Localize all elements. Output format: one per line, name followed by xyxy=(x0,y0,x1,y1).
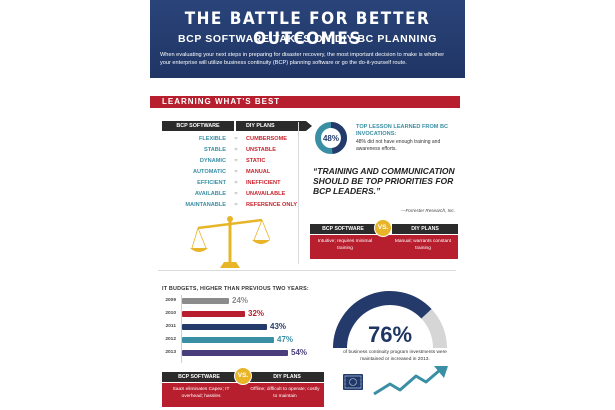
budget-value-label: 47% xyxy=(277,335,294,344)
versus-symbol: = xyxy=(234,147,238,153)
investment-percent: 76% xyxy=(367,322,413,347)
diy-quality: REFERENCE ONLY xyxy=(246,202,298,208)
training-percent-label: 48% xyxy=(323,134,339,143)
training-vs-left-text: Intuitive; requires minimal training xyxy=(317,239,373,251)
training-vs-right-header: DIY PLANS xyxy=(392,224,458,234)
budgets-title: IT BUDGETS, HIGHER THAN PREVIOUS TWO YEA… xyxy=(162,286,309,292)
diy-quality: CUMBERSOME xyxy=(246,136,288,142)
budget-bar xyxy=(182,324,267,330)
column-divider xyxy=(298,122,299,264)
comparison-row: STABLE = UNSTABLE xyxy=(162,145,322,155)
comparison-row: AUTOMATIC = MANUAL xyxy=(162,167,322,177)
versus-symbol: = xyxy=(234,180,238,186)
training-percent-donut: 48% xyxy=(315,122,347,154)
comparison-row: DYNAMIC = STATIC xyxy=(162,156,322,166)
bcp-quality: AUTOMATIC xyxy=(192,169,226,175)
budget-bar xyxy=(182,298,229,304)
diy-quality: INEFFICIENT xyxy=(246,180,281,186)
lesson-title: TOP LESSON LEARNED FROM BC INVOCATIONS: xyxy=(356,124,449,137)
investment-gauge xyxy=(333,291,447,349)
budget-value-label: 54% xyxy=(291,348,308,357)
training-vs-right-text: Manual; warrants constant training xyxy=(394,239,452,251)
budget-bar xyxy=(182,311,245,317)
comparison-row: FLEXIBLE = CUMBERSOME xyxy=(162,134,322,144)
budget-value-label: 24% xyxy=(232,296,249,305)
versus-symbol: = xyxy=(234,169,238,175)
cost-vs-right-text: Offline; difficult to operate; costly to… xyxy=(250,387,320,399)
cost-vs-right-header: DIY PLANS xyxy=(250,372,324,382)
training-vs-left-header: BCP SOFTWARE xyxy=(310,224,376,234)
budget-year: 2012 xyxy=(165,337,176,342)
trend-arrow-icon xyxy=(373,366,448,396)
comparison-right-header: DIY PLANS xyxy=(236,121,306,131)
section-banner-tip xyxy=(448,96,458,108)
comparison-row: EFFICIENT = INEFFICIENT xyxy=(162,178,322,188)
scale-icon xyxy=(190,216,270,268)
bcp-quality: DYNAMIC xyxy=(199,158,226,164)
bcp-quality: AVAILABLE xyxy=(194,191,226,197)
budget-value-label: 32% xyxy=(248,309,265,318)
training-vs-body: Intuitive; requires minimal training Man… xyxy=(310,235,458,259)
section-banner: LEARNING WHAT'S BEST xyxy=(150,96,460,108)
training-vs-badge: VS. xyxy=(374,219,392,237)
cost-vs-left-text: SaaS eliminates Capex; IT overhead; hass… xyxy=(172,387,230,399)
bcp-quality: MAINTANABLE xyxy=(185,202,226,208)
budget-year: 2013 xyxy=(165,350,176,355)
budget-value-label: 43% xyxy=(270,322,287,331)
versus-symbol: = xyxy=(234,191,238,197)
budget-year: 2009 xyxy=(165,298,176,303)
infographic: THE BATTLE FOR BETTER OUTCOMES BCP SOFTW… xyxy=(150,0,465,410)
section-title: LEARNING WHAT'S BEST xyxy=(162,97,281,106)
diy-quality: UNAVAILABLE xyxy=(246,191,286,197)
comparison-left-header: BCP SOFTWARE xyxy=(162,121,234,131)
quote-text: “TRAINING AND COMMUNICATION SHOULD BE TO… xyxy=(313,166,455,196)
budget-year: 2010 xyxy=(165,311,176,316)
budget-bar xyxy=(182,337,274,343)
comparison-header-tip xyxy=(306,121,312,131)
header: THE BATTLE FOR BETTER OUTCOMES BCP SOFTW… xyxy=(150,0,465,78)
comparison-row: MAINTANABLE = REFERENCE ONLY xyxy=(162,200,322,210)
cost-vs-left-header: BCP SOFTWARE xyxy=(162,372,236,382)
bcp-quality: STABLE xyxy=(204,147,226,153)
bcp-quality: FLEXIBLE xyxy=(198,136,226,142)
lesson-body: 48% did not have enough training and awa… xyxy=(356,139,441,152)
budget-bar xyxy=(182,350,288,356)
versus-symbol: = xyxy=(234,158,238,164)
section-divider xyxy=(158,270,456,271)
main-title: THE BATTLE FOR BETTER OUTCOMES xyxy=(184,9,431,49)
cost-vs-body: SaaS eliminates Capex; IT overhead; hass… xyxy=(162,383,324,407)
diy-quality: UNSTABLE xyxy=(246,147,277,153)
budget-year: 2011 xyxy=(165,324,176,329)
comparison-row: AVAILABLE = UNAVAILABLE xyxy=(162,189,322,199)
quote-attribution: —Forrester Research, Inc. xyxy=(400,208,455,213)
diy-quality: STATIC xyxy=(246,158,266,164)
budgets-axis xyxy=(181,295,182,363)
intro-text: When evaluating your next steps in prepa… xyxy=(160,52,445,66)
money-icon xyxy=(343,374,363,390)
versus-symbol: = xyxy=(234,136,238,142)
cost-vs-badge: VS. xyxy=(234,367,252,385)
versus-symbol: = xyxy=(234,202,238,208)
subtitle: BCP SOFTWARE TAKES ON DIY BC PLANNING xyxy=(177,33,438,45)
diy-quality: MANUAL xyxy=(246,169,271,175)
investment-text: of business continuity program investmen… xyxy=(343,350,447,362)
bcp-quality: EFFICIENT xyxy=(197,180,226,186)
